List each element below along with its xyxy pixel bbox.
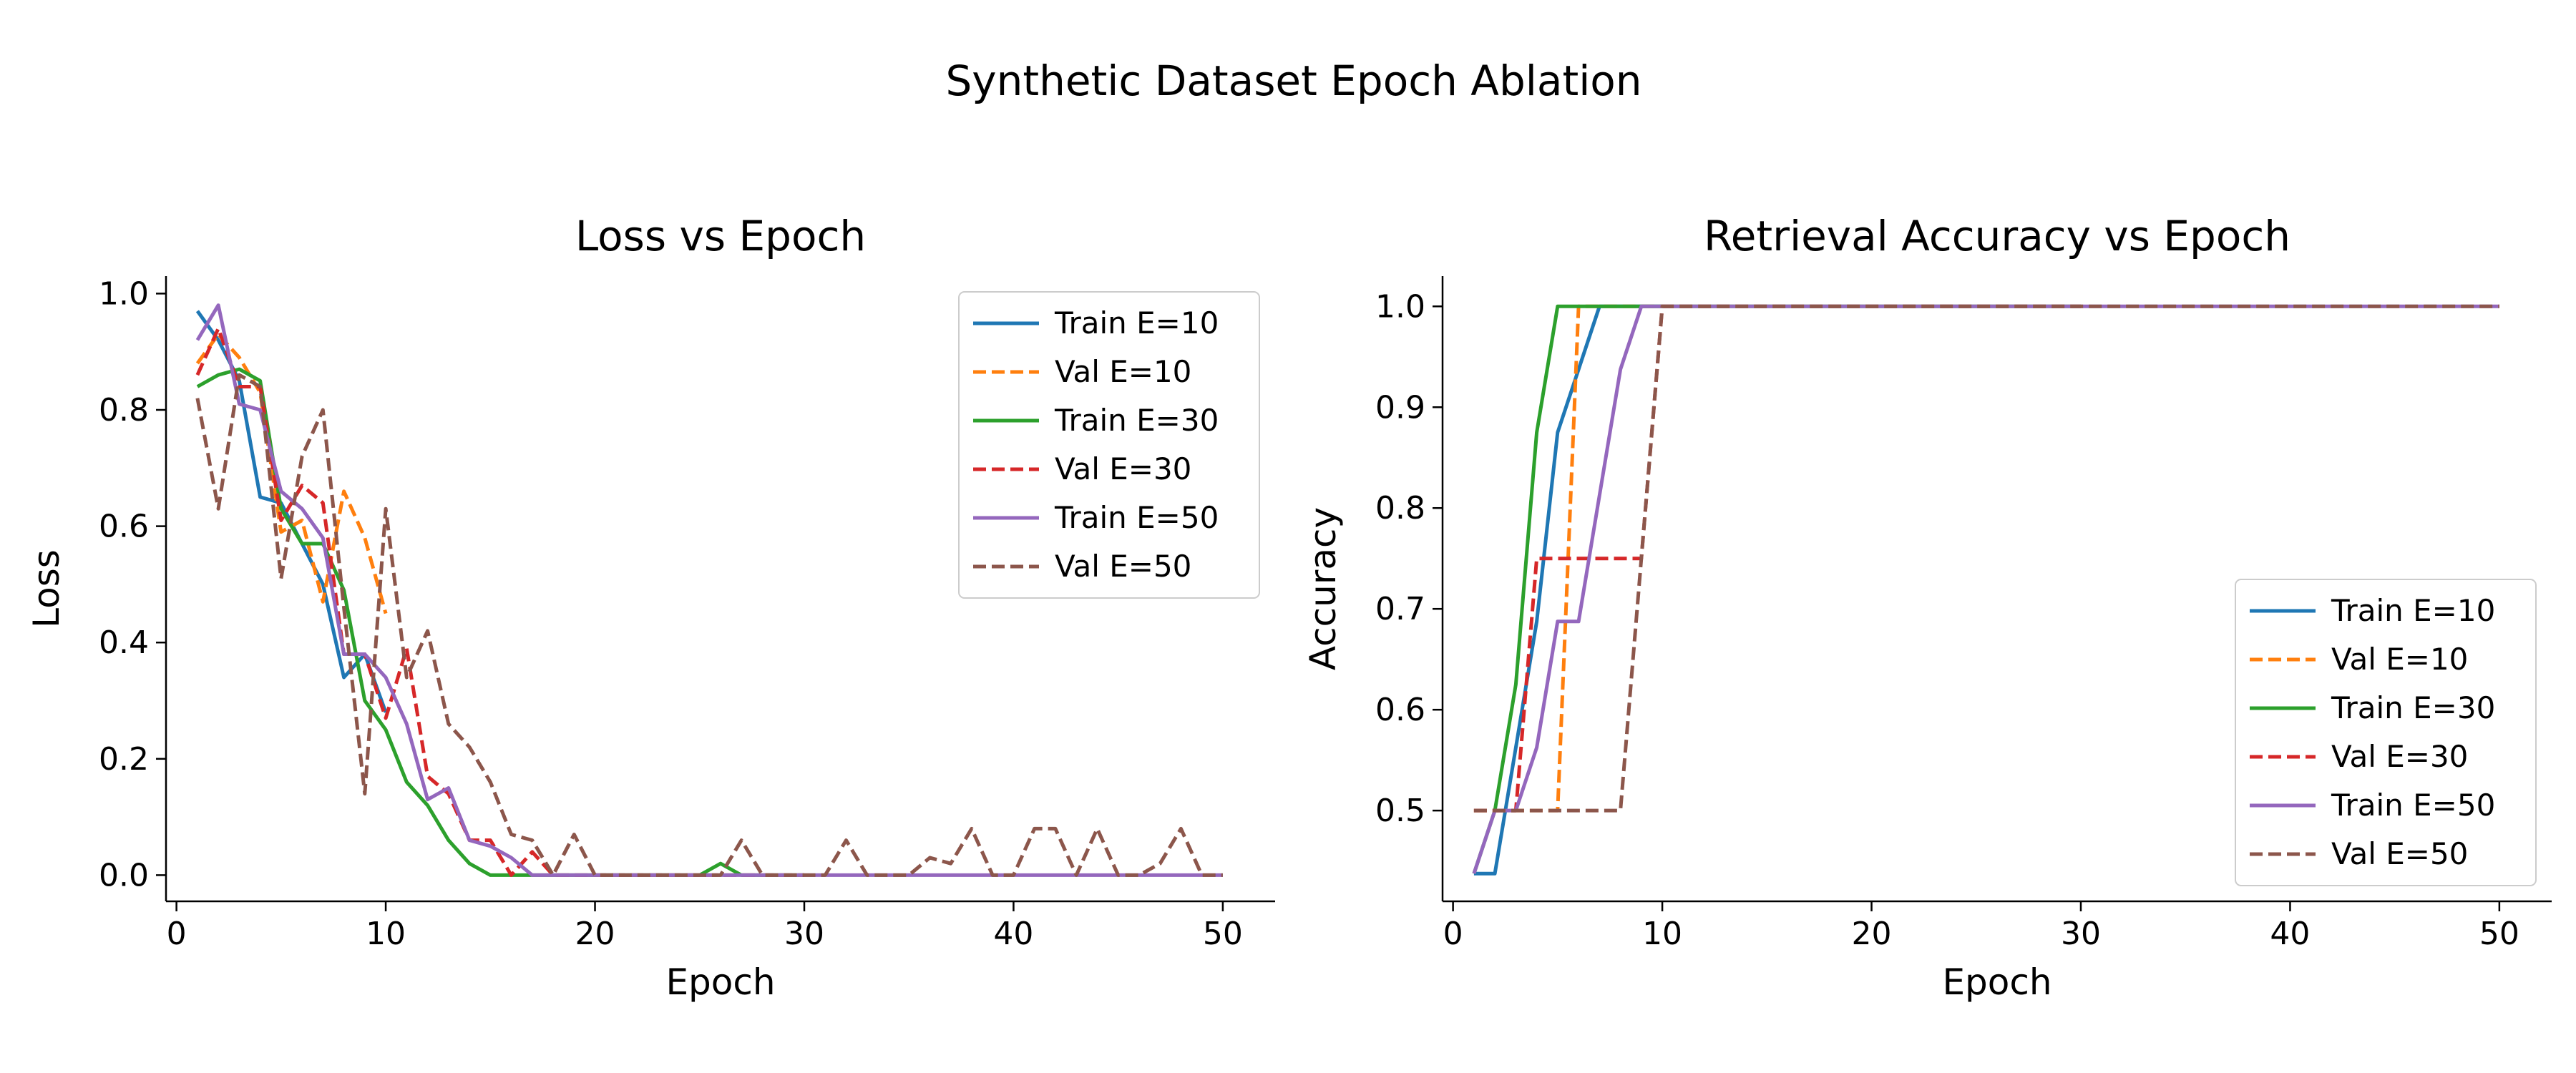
legend-label-train-e-50: Train E=50 [2331,788,2495,823]
y-tick-label: 0.6 [99,509,149,545]
y-tick-label: 0.4 [99,624,149,661]
series-line-train-e-50 [195,303,1223,877]
x-tick-label: 0 [167,916,187,952]
series-line-val-e-50 [195,373,1223,877]
legend-label-train-e-10: Train E=10 [1054,305,1219,340]
x-axis-label: Epoch [665,961,775,1003]
y-axis-label: Accuracy [1302,507,1344,670]
x-tick-label: 40 [2270,916,2310,952]
x-axis-label: Epoch [1942,961,2051,1003]
legend-box [2235,579,2537,886]
x-tick-label: 40 [993,916,1033,952]
y-tick-label: 0.6 [1375,692,1425,728]
legend-label-val-e-10: Val E=10 [2331,642,2468,677]
x-tick-label: 50 [1203,916,1243,952]
x-tick-label: 10 [1642,916,1682,952]
legend: Train E=10 Val E=10 Train E=30 Val E=30 Trai… [958,291,1260,599]
x-tick-label: 30 [784,916,824,952]
legend-label-val-e-50: Val E=50 [1055,549,1191,584]
series-line-train-e-30 [196,367,804,877]
y-tick-label: 1.0 [99,275,149,312]
y-tick-label: 0.2 [99,741,149,778]
legend-label-train-e-30: Train E=30 [2331,690,2495,725]
x-tick-label: 20 [575,916,615,952]
legend-box [958,291,1260,599]
x-tick-label: 0 [1443,916,1463,952]
legend: Train E=10 Val E=10 Train E=30 Val E=30 Trai… [2235,579,2537,886]
legend-label-val-e-50: Val E=50 [2331,836,2468,871]
series-lines [1472,304,2499,876]
legend-label-val-e-30: Val E=30 [1055,451,1191,486]
legend-label-train-e-30: Train E=30 [1054,403,1219,438]
chart-title: Loss vs Epoch [575,212,866,260]
x-tick-label: 20 [1852,916,1892,952]
x-tick-label: 10 [366,916,406,952]
legend-label-val-e-30: Val E=30 [2331,739,2468,774]
accuracy-vs-epoch-chart: Retrieval Accuracy vs Epoch 0 10 20 30 40 50 0.… [1302,212,2552,1003]
legend-label-val-e-10: Val E=10 [1055,354,1191,389]
y-tick-label: 0.8 [1375,490,1425,526]
y-tick-label: 0.7 [1375,591,1425,627]
figure-title: Synthetic Dataset Epoch Ablation [945,57,1641,105]
chart-title: Retrieval Accuracy vs Epoch [1704,212,2290,260]
legend-label-train-e-50: Train E=50 [1054,500,1219,535]
y-tick-label: 0.9 [1375,389,1425,426]
x-tick-label: 50 [2479,916,2519,952]
y-tick-label: 0.5 [1375,793,1425,829]
loss-vs-epoch-chart: Loss vs Epoch 0 10 20 30 40 50 0.0 0.2 0.4 0.6 0.8 1… [26,212,1275,1003]
series-line-val-e-30 [195,326,804,877]
series-lines [195,303,1223,877]
series-line-val-e-50 [1473,304,2499,813]
y-tick-label: 0.8 [99,392,149,428]
y-tick-label: 1.0 [1375,288,1425,325]
x-tick-label: 30 [2061,916,2101,952]
y-tick-label: 0.0 [99,857,149,893]
y-axis-label: Loss [26,549,67,628]
legend-label-train-e-10: Train E=10 [2331,593,2495,628]
